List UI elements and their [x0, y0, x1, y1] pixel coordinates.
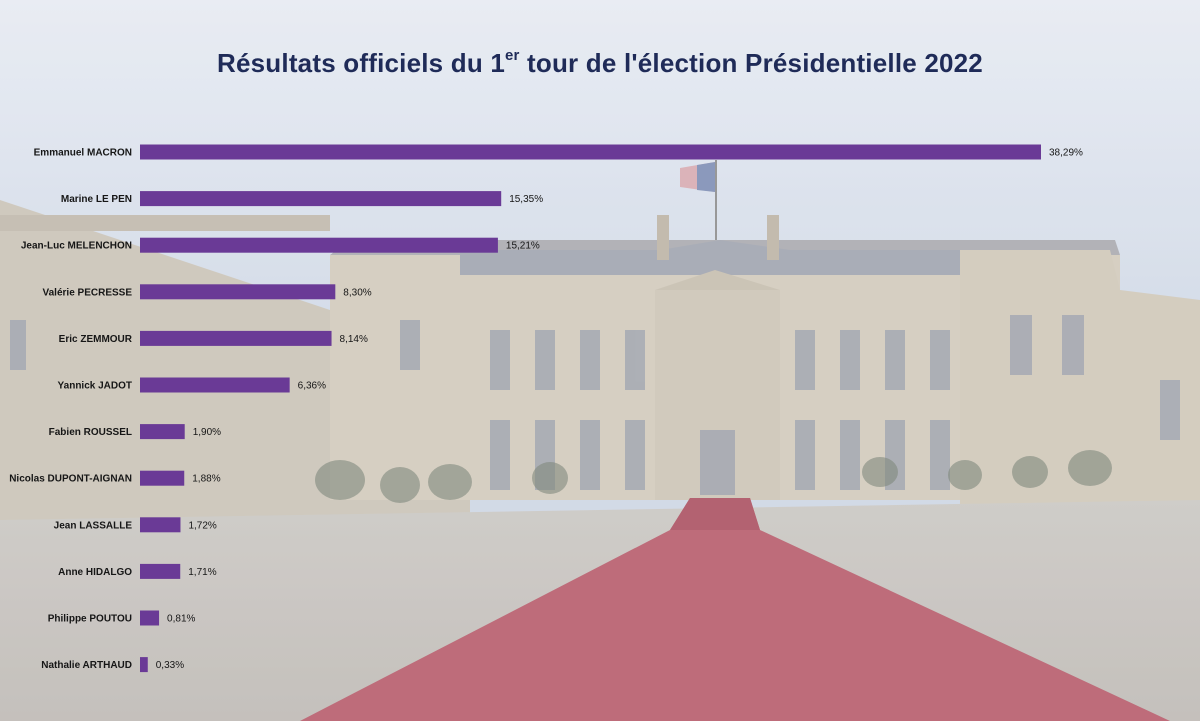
- value-label: 6,36%: [298, 381, 326, 392]
- bar: [140, 284, 336, 300]
- category-label: Marine LE PEN: [61, 194, 132, 205]
- category-label: Yannick JADOT: [58, 381, 132, 392]
- value-label: 0,33%: [156, 660, 184, 671]
- value-label: 38,29%: [1049, 148, 1083, 159]
- category-label: Valérie PECRESSE: [43, 287, 133, 298]
- category-label: Anne HIDALGO: [58, 567, 132, 578]
- bar: [140, 191, 502, 207]
- chart-title: Résultats officiels du 1er tour de l'éle…: [0, 47, 1200, 79]
- value-label: 1,71%: [188, 567, 216, 578]
- value-label: 15,21%: [506, 241, 540, 252]
- value-label: 1,72%: [188, 520, 216, 531]
- category-label: Eric ZEMMOUR: [59, 334, 133, 345]
- bar: [140, 563, 181, 579]
- category-label: Jean LASSALLE: [54, 520, 133, 531]
- bar: [140, 610, 160, 626]
- title-superscript: er: [505, 47, 520, 65]
- category-label: Jean-Luc MELENCHON: [21, 241, 132, 252]
- bar: [140, 470, 185, 486]
- value-label: 1,88%: [192, 474, 220, 485]
- bar: [140, 237, 498, 253]
- value-label: 8,14%: [340, 334, 368, 345]
- bar: [140, 330, 332, 346]
- bar: [140, 657, 148, 673]
- title-text-rest: tour de l'élection Présidentielle 2022: [519, 48, 983, 78]
- category-label: Nathalie ARTHAUD: [41, 660, 132, 671]
- value-label: 0,81%: [167, 614, 195, 625]
- bar: [140, 517, 181, 533]
- bar: [140, 377, 290, 393]
- bar: [140, 424, 185, 440]
- title-text: Résultats officiels du 1: [217, 48, 505, 78]
- category-label: Philippe POUTOU: [48, 614, 132, 625]
- value-label: 1,90%: [193, 427, 221, 438]
- value-label: 8,30%: [343, 287, 371, 298]
- value-label: 15,35%: [509, 194, 543, 205]
- category-label: Nicolas DUPONT-AIGNAN: [9, 474, 132, 485]
- category-label: Emmanuel MACRON: [34, 148, 132, 159]
- category-label: Fabien ROUSSEL: [49, 427, 132, 438]
- bar: [140, 144, 1041, 160]
